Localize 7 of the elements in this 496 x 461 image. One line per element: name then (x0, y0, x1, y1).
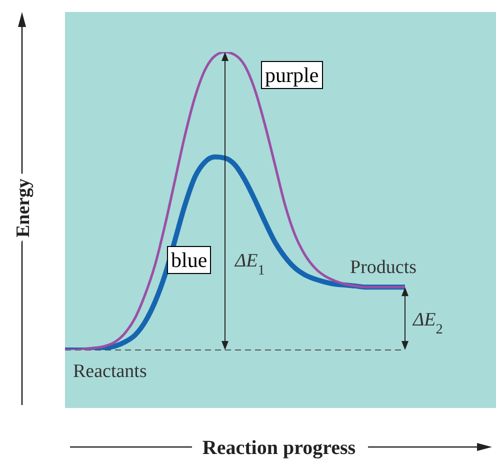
x-axis-title: Reaction progress (202, 437, 356, 459)
annotation: Products (350, 257, 416, 278)
text: Reactants (73, 361, 147, 382)
series-label: blue (167, 246, 212, 274)
series-label: purple (261, 60, 323, 89)
text: ΔE$_{2}$ (412, 310, 443, 338)
annotation: ΔE$_{1}$ (234, 250, 265, 279)
